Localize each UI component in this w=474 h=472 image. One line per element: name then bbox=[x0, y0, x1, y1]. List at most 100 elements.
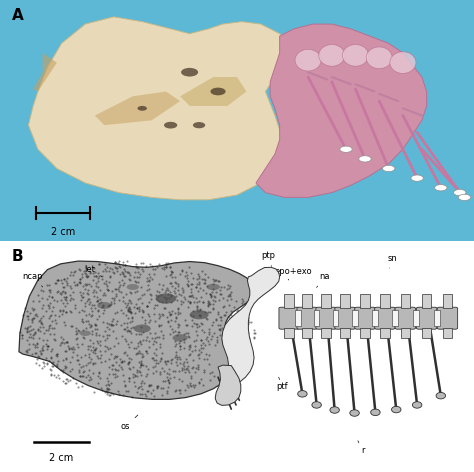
Point bbox=[226, 301, 233, 308]
Point bbox=[146, 285, 153, 293]
Point bbox=[181, 330, 188, 337]
Point bbox=[68, 365, 75, 373]
Point bbox=[67, 307, 74, 315]
Point bbox=[251, 329, 259, 337]
Point bbox=[189, 292, 196, 299]
Point bbox=[65, 345, 73, 352]
Point bbox=[114, 366, 122, 374]
Point bbox=[103, 283, 111, 290]
Point bbox=[147, 291, 155, 298]
Point bbox=[87, 375, 95, 382]
Point bbox=[234, 341, 242, 348]
Point bbox=[64, 338, 71, 346]
Point bbox=[41, 360, 48, 367]
Point bbox=[137, 259, 145, 267]
Text: na: na bbox=[317, 272, 330, 287]
Point bbox=[104, 377, 111, 385]
Point bbox=[192, 365, 200, 372]
Point bbox=[79, 333, 86, 341]
Point bbox=[237, 311, 245, 319]
Point bbox=[207, 300, 214, 308]
Point bbox=[186, 381, 193, 389]
Point bbox=[203, 333, 210, 341]
Point bbox=[157, 354, 165, 362]
Point bbox=[99, 302, 107, 309]
Point bbox=[103, 263, 110, 271]
Point bbox=[63, 274, 71, 281]
Point bbox=[187, 280, 195, 288]
Point bbox=[184, 278, 191, 285]
Point bbox=[79, 341, 86, 348]
Point bbox=[201, 366, 208, 374]
Point bbox=[28, 315, 36, 323]
Point bbox=[146, 330, 154, 337]
Point bbox=[97, 358, 105, 366]
Point bbox=[122, 387, 130, 395]
Point bbox=[172, 367, 179, 375]
Point bbox=[138, 385, 146, 393]
Point bbox=[191, 346, 199, 354]
Point bbox=[191, 337, 198, 345]
Point bbox=[150, 392, 157, 400]
Point bbox=[99, 303, 107, 310]
Point bbox=[172, 279, 180, 287]
Point bbox=[18, 331, 26, 338]
Point bbox=[169, 355, 176, 363]
Point bbox=[209, 321, 216, 329]
Point bbox=[51, 280, 59, 287]
Point bbox=[145, 381, 153, 388]
Point bbox=[54, 353, 61, 360]
Point bbox=[80, 267, 87, 275]
Point bbox=[47, 348, 55, 355]
Point bbox=[185, 334, 193, 341]
Point bbox=[240, 324, 248, 331]
Point bbox=[128, 355, 135, 363]
Point bbox=[233, 311, 241, 319]
Point bbox=[164, 284, 171, 292]
Point bbox=[116, 270, 124, 278]
Point bbox=[116, 283, 123, 291]
Point bbox=[122, 335, 129, 343]
Point bbox=[107, 350, 115, 357]
Point bbox=[185, 263, 193, 270]
Point bbox=[175, 305, 182, 312]
Point bbox=[62, 379, 70, 387]
Circle shape bbox=[97, 302, 111, 309]
Point bbox=[92, 279, 100, 287]
Point bbox=[120, 280, 128, 287]
Polygon shape bbox=[180, 77, 246, 106]
Point bbox=[162, 359, 169, 366]
Point bbox=[246, 319, 253, 326]
Point bbox=[125, 269, 132, 276]
Point bbox=[149, 387, 156, 394]
Point bbox=[158, 364, 166, 371]
Point bbox=[198, 344, 205, 351]
Point bbox=[59, 368, 66, 376]
Point bbox=[24, 312, 31, 320]
Point bbox=[205, 274, 212, 281]
Point bbox=[117, 358, 125, 366]
Point bbox=[119, 297, 127, 304]
Point bbox=[84, 289, 91, 297]
Point bbox=[195, 275, 203, 282]
Point bbox=[167, 268, 174, 275]
Point bbox=[192, 320, 200, 328]
Point bbox=[59, 366, 67, 373]
Point bbox=[210, 280, 217, 287]
Point bbox=[194, 308, 201, 315]
Text: B: B bbox=[12, 249, 24, 264]
Point bbox=[124, 306, 132, 313]
Point bbox=[87, 346, 95, 353]
Point bbox=[187, 382, 195, 390]
Point bbox=[191, 369, 199, 376]
Point bbox=[176, 270, 183, 278]
Point bbox=[137, 330, 145, 338]
Point bbox=[46, 281, 53, 289]
Point bbox=[143, 347, 150, 354]
Point bbox=[132, 263, 140, 271]
Point bbox=[111, 269, 118, 277]
Point bbox=[84, 360, 92, 367]
Point bbox=[186, 351, 193, 358]
Point bbox=[206, 309, 214, 316]
Point bbox=[164, 376, 172, 384]
